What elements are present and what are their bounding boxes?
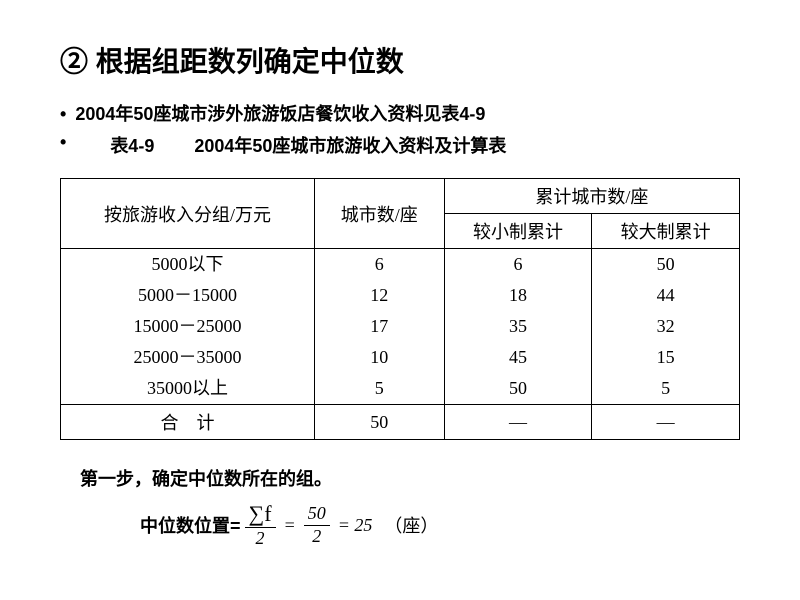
sum-cumlarge: — [592, 405, 740, 440]
cell-cumsmall: 45 [444, 342, 592, 373]
cell-cumsmall: 18 [444, 280, 592, 311]
cell-cumsmall: 6 [444, 249, 592, 281]
equals-1: = [284, 515, 296, 536]
cell-range: 25000－35000 [61, 342, 315, 373]
table-caption: 2004年50座城市旅游收入资料及计算表 [194, 132, 506, 158]
result: = 25 [338, 515, 373, 536]
cell-cumlarge: 32 [592, 311, 740, 342]
bullet-1: 2004年50座城市涉外旅游饭店餐饮收入资料见表4-9 [60, 100, 740, 126]
th-cum-small: 较小制累计 [444, 214, 592, 249]
th-cum-large: 较大制累计 [592, 214, 740, 249]
denom-2: 2 [308, 526, 325, 548]
table-label: 表4-9 [110, 132, 154, 158]
cell-range: 5000－15000 [61, 280, 315, 311]
th-cumgroup: 累计城市数/座 [444, 179, 739, 214]
data-table: 按旅游收入分组/万元 城市数/座 累计城市数/座 较小制累计 较大制累计 500… [60, 178, 740, 440]
fraction-1: ∑f 2 [245, 501, 276, 550]
unit: （座） [384, 512, 438, 538]
th-count: 城市数/座 [314, 179, 444, 249]
cell-cumsmall: 50 [444, 373, 592, 405]
cell-count: 17 [314, 311, 444, 342]
sigma: ∑f [249, 501, 272, 526]
cell-count: 12 [314, 280, 444, 311]
bullet-2: 表4-9 2004年50座城市旅游收入资料及计算表 [60, 132, 740, 158]
sum-cumsmall: — [444, 405, 592, 440]
cell-cumlarge: 15 [592, 342, 740, 373]
cell-range: 5000以下 [61, 249, 315, 281]
denom-1: 2 [252, 528, 269, 550]
cell-count: 6 [314, 249, 444, 281]
cell-range: 35000以上 [61, 373, 315, 405]
step-1: 第一步，确定中位数所在的组。 [80, 465, 740, 491]
formula-label: 中位数位置= [140, 512, 241, 538]
cell-count: 10 [314, 342, 444, 373]
th-range: 按旅游收入分组/万元 [61, 179, 315, 249]
cell-cumlarge: 50 [592, 249, 740, 281]
cell-cumsmall: 35 [444, 311, 592, 342]
bullet-list: 2004年50座城市涉外旅游饭店餐饮收入资料见表4-9 表4-9 2004年50… [60, 100, 740, 158]
sum-count: 50 [314, 405, 444, 440]
cell-cumlarge: 44 [592, 280, 740, 311]
num-2: 50 [304, 503, 330, 526]
sum-label: 合 计 [61, 405, 315, 440]
median-formula: 中位数位置= ∑f 2 = 50 2 = 25 （座） [140, 501, 740, 550]
cell-cumlarge: 5 [592, 373, 740, 405]
page-title: ② 根据组距数列确定中位数 [60, 40, 740, 80]
cell-count: 5 [314, 373, 444, 405]
fraction-2: 50 2 [304, 503, 330, 547]
cell-range: 15000－25000 [61, 311, 315, 342]
